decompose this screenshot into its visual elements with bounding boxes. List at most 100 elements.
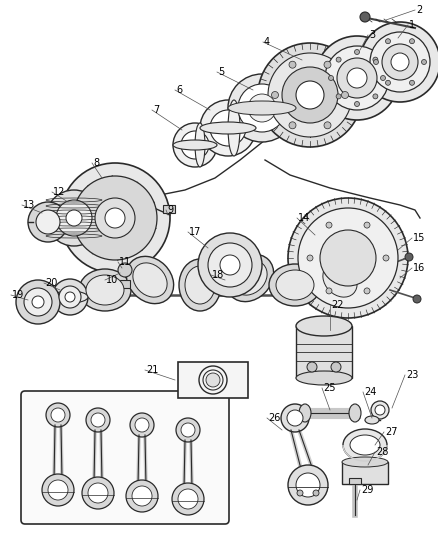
Text: 4: 4 xyxy=(264,37,270,47)
Ellipse shape xyxy=(350,435,380,455)
Ellipse shape xyxy=(349,404,361,422)
Circle shape xyxy=(118,263,132,277)
Circle shape xyxy=(181,423,195,437)
Ellipse shape xyxy=(276,270,314,300)
Circle shape xyxy=(105,208,125,228)
Text: 12: 12 xyxy=(53,187,65,197)
Ellipse shape xyxy=(86,275,124,305)
Bar xyxy=(120,280,130,288)
Circle shape xyxy=(88,483,108,503)
Text: 18: 18 xyxy=(212,270,224,280)
Circle shape xyxy=(178,489,198,509)
Circle shape xyxy=(374,60,378,64)
Circle shape xyxy=(354,50,360,54)
Circle shape xyxy=(324,61,331,68)
Circle shape xyxy=(60,163,170,273)
Circle shape xyxy=(413,295,421,303)
Circle shape xyxy=(181,131,209,159)
Ellipse shape xyxy=(296,316,352,336)
Ellipse shape xyxy=(233,261,267,295)
Circle shape xyxy=(360,12,370,22)
Circle shape xyxy=(385,80,391,85)
Text: 5: 5 xyxy=(218,67,224,77)
Circle shape xyxy=(381,76,385,80)
Ellipse shape xyxy=(269,264,321,306)
Text: 13: 13 xyxy=(23,200,35,210)
Circle shape xyxy=(258,43,362,147)
Circle shape xyxy=(373,57,378,62)
Circle shape xyxy=(373,94,378,99)
Ellipse shape xyxy=(79,269,131,311)
Text: 23: 23 xyxy=(406,370,418,380)
Circle shape xyxy=(315,36,399,120)
Circle shape xyxy=(313,490,319,496)
Text: 6: 6 xyxy=(176,85,182,95)
Circle shape xyxy=(56,200,92,236)
Ellipse shape xyxy=(316,256,364,304)
Circle shape xyxy=(328,76,333,80)
Circle shape xyxy=(173,123,217,167)
Circle shape xyxy=(325,46,389,110)
Circle shape xyxy=(421,60,427,64)
Circle shape xyxy=(307,362,317,372)
Circle shape xyxy=(371,401,389,419)
Circle shape xyxy=(32,296,44,308)
Circle shape xyxy=(391,53,409,71)
Bar xyxy=(178,362,248,398)
Circle shape xyxy=(16,280,60,324)
Circle shape xyxy=(324,122,331,129)
Text: 14: 14 xyxy=(298,213,310,223)
Text: 3: 3 xyxy=(369,30,375,40)
Text: 10: 10 xyxy=(106,275,118,285)
Text: 15: 15 xyxy=(413,233,425,243)
Circle shape xyxy=(382,44,418,80)
Circle shape xyxy=(410,39,414,44)
Circle shape xyxy=(281,404,309,432)
Circle shape xyxy=(48,480,68,500)
Ellipse shape xyxy=(185,266,215,304)
Circle shape xyxy=(364,222,370,228)
Circle shape xyxy=(375,405,385,415)
Circle shape xyxy=(220,255,240,275)
Circle shape xyxy=(248,94,276,122)
Circle shape xyxy=(336,94,341,99)
Ellipse shape xyxy=(323,263,357,297)
Ellipse shape xyxy=(299,404,311,422)
Ellipse shape xyxy=(296,371,352,385)
Circle shape xyxy=(66,210,82,226)
Circle shape xyxy=(326,222,332,228)
Circle shape xyxy=(238,84,286,132)
Circle shape xyxy=(297,490,303,496)
Text: 1: 1 xyxy=(409,20,415,30)
Text: 17: 17 xyxy=(189,227,201,237)
Bar xyxy=(342,462,388,484)
Ellipse shape xyxy=(365,416,379,424)
Circle shape xyxy=(405,253,413,261)
Circle shape xyxy=(296,81,324,109)
Circle shape xyxy=(347,68,367,88)
Circle shape xyxy=(307,255,313,261)
Circle shape xyxy=(36,210,60,234)
Text: 28: 28 xyxy=(376,447,389,457)
Text: 9: 9 xyxy=(167,205,173,215)
Circle shape xyxy=(176,418,200,442)
Circle shape xyxy=(86,408,110,432)
Circle shape xyxy=(228,74,296,142)
Circle shape xyxy=(200,100,256,156)
Circle shape xyxy=(383,255,389,261)
FancyBboxPatch shape xyxy=(21,391,229,524)
Text: 27: 27 xyxy=(385,427,398,437)
Circle shape xyxy=(91,413,105,427)
Text: 20: 20 xyxy=(45,278,57,288)
Circle shape xyxy=(272,92,279,99)
Circle shape xyxy=(42,474,74,506)
Text: 2: 2 xyxy=(416,5,422,15)
Ellipse shape xyxy=(226,254,274,302)
Circle shape xyxy=(298,208,398,308)
Text: 11: 11 xyxy=(119,257,131,267)
Circle shape xyxy=(268,53,352,137)
Circle shape xyxy=(289,61,296,68)
Text: 26: 26 xyxy=(268,413,280,423)
Circle shape xyxy=(282,67,338,123)
Circle shape xyxy=(296,473,320,497)
